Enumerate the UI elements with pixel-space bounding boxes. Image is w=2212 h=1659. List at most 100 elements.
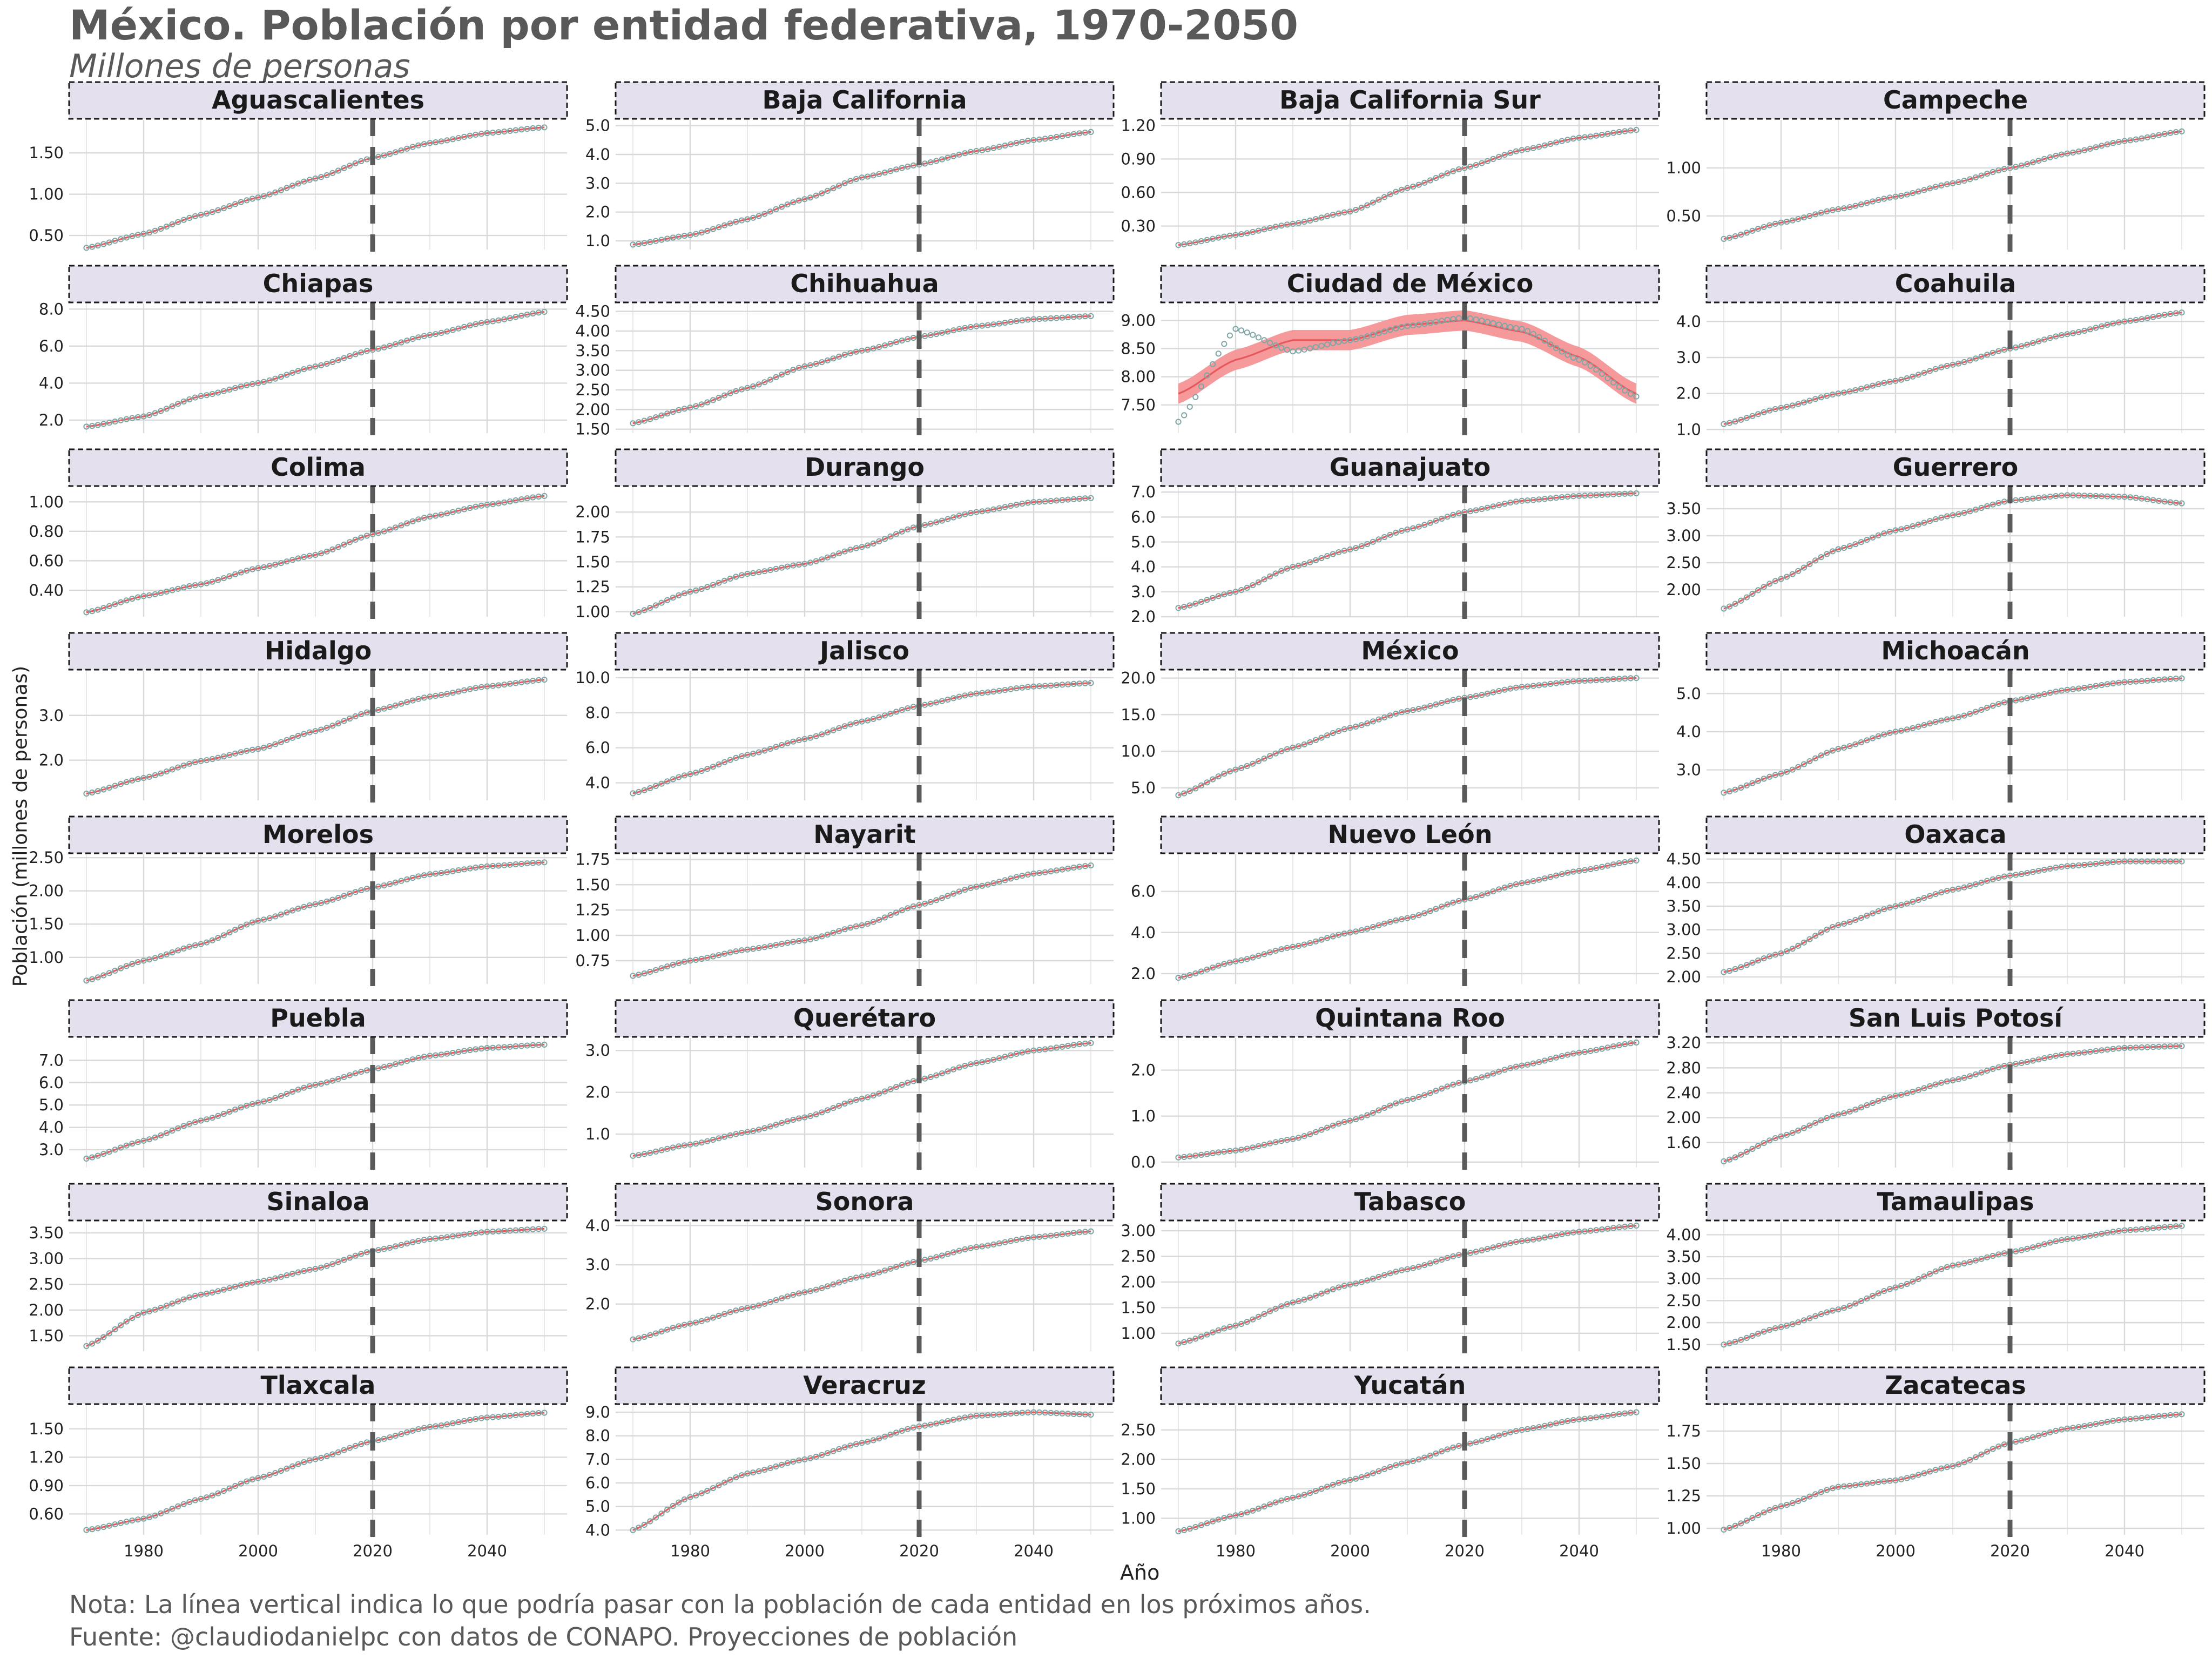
data-point [1525,328,1531,334]
data-point [312,175,319,182]
data-point [2156,858,2162,865]
data-point [1353,545,1359,551]
data-point [1932,719,1939,725]
y-tick-label: 4.0 [585,145,610,164]
data-point [266,1277,273,1283]
data-point [501,1044,508,1050]
data-point [2064,492,2071,498]
data-point [1766,1507,1773,1513]
data-point [301,1084,307,1091]
data-point [1795,1498,1802,1505]
data-point [767,943,773,949]
data-point [1766,1326,1773,1333]
data-point [1835,1111,1842,1118]
data-point [1232,1512,1239,1519]
data-point [1944,888,1950,894]
data-point [1455,696,1462,702]
data-point [790,738,797,745]
y-tick-label: 0.40 [29,581,64,599]
data-point [1444,316,1451,323]
data-point [1473,316,1479,323]
data-point [1330,1122,1336,1129]
data-point [1921,187,1927,193]
data-point [1990,876,1996,882]
x-tick-label: 2020 [1990,1542,2030,1560]
data-point [266,563,273,569]
data-point [1210,1329,1216,1336]
data-point [1892,1284,1899,1291]
data-point [721,1134,728,1140]
data-point [1761,1328,1767,1335]
data-point [2144,1044,2151,1050]
data-point [1398,1460,1405,1467]
data-point [198,758,204,764]
data-point [215,1490,221,1496]
y-tick-label: 10.0 [1121,742,1156,760]
data-point [404,876,410,882]
data-point [710,226,716,232]
data-point [134,959,141,966]
data-point [1961,1075,1967,1081]
data-point [83,245,90,251]
data-point [1915,1472,1921,1478]
data-point [2041,691,2048,698]
data-point [1841,205,1847,212]
y-tick-label: 3.20 [1666,1034,1701,1052]
data-point [306,1266,313,1273]
data-point [790,199,797,206]
data-point [209,578,215,585]
data-point [1829,1113,1836,1120]
data-point [1410,1265,1417,1271]
data-point [1082,495,1089,502]
data-point [899,907,905,914]
data-point [905,1260,911,1266]
data-point [1381,534,1388,541]
data-point [449,690,456,696]
y-tick-label: 2.0 [585,1295,610,1313]
data-point [1059,682,1065,688]
data-point [945,516,951,522]
data-point [2104,1419,2110,1425]
data-point [664,778,671,785]
data-point [89,423,96,429]
data-point [2013,1061,2019,1067]
data-point [1364,1112,1371,1118]
strip-zacatecas [1705,1366,2206,1405]
data-point [1870,910,1876,916]
data-point [704,399,711,406]
data-point [495,500,502,507]
data-point [329,359,336,365]
data-point [1204,597,1210,603]
data-point [1076,130,1083,137]
data-point [813,361,819,367]
data-point [2104,1046,2110,1053]
data-point [950,153,957,159]
data-point [1410,525,1417,531]
data-point [676,592,682,598]
strip-tlaxcala [68,1366,568,1405]
data-point [1525,1061,1531,1068]
data-point [1439,1257,1445,1263]
data-point [1570,1417,1577,1424]
data-point [1013,502,1020,508]
data-point [784,369,791,375]
data-point [1755,778,1762,784]
data-point [2093,493,2099,500]
data-point [2127,137,2134,144]
data-point [2115,859,2122,865]
data-point [1261,951,1267,957]
data-point [175,764,181,771]
data-point [438,1422,444,1429]
data-point [1870,1292,1876,1299]
data-point [910,1078,917,1084]
data-point [1743,1334,1750,1341]
data-point [681,1496,688,1503]
data-point [647,1150,653,1156]
data-point [169,587,176,594]
data-point [881,169,888,176]
data-point [698,768,705,774]
y-tick-label: 3.0 [1131,583,1156,601]
data-point [905,1426,911,1432]
data-point [209,209,215,215]
